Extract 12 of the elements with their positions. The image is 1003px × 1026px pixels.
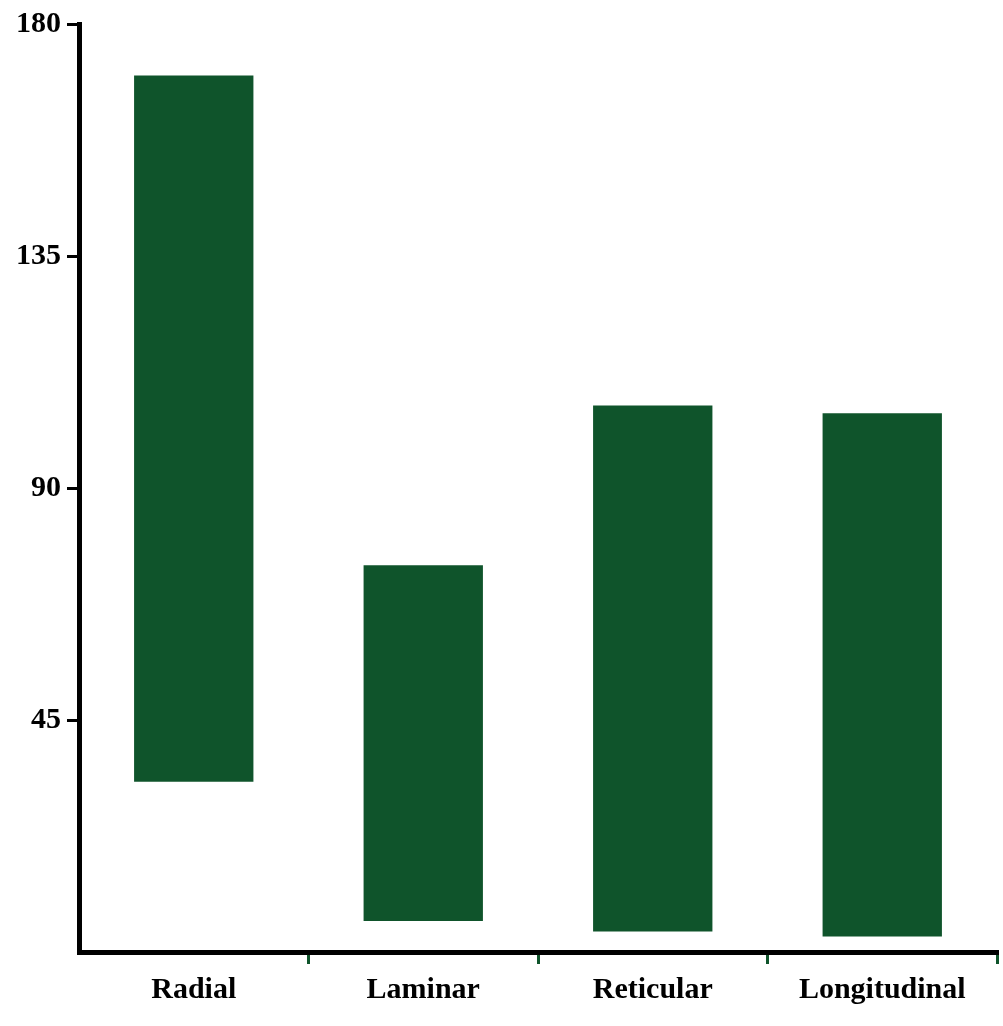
y-tick-label: 135 <box>16 236 61 270</box>
bar <box>134 75 254 782</box>
x-tick-label: Longitudinal <box>798 970 966 1004</box>
y-tick-label: 45 <box>31 700 61 734</box>
bar <box>593 405 713 932</box>
bar <box>822 413 942 937</box>
x-tick-label: Laminar <box>366 970 480 1004</box>
x-tick-label: Reticular <box>592 970 713 1004</box>
y-tick-label: 90 <box>31 468 61 502</box>
y-tick-label: 180 <box>16 4 61 38</box>
bar <box>363 565 483 922</box>
x-tick-label: Radial <box>151 970 237 1004</box>
